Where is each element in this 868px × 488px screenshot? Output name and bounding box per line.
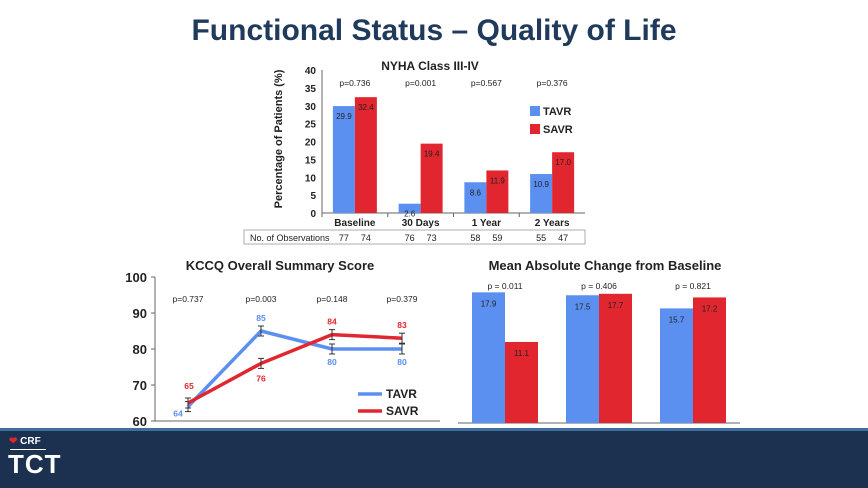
kccq-legend-tavr-label: TAVR <box>386 387 417 401</box>
crf-logo-text: CRF <box>20 436 41 447</box>
change-data-label: 17.5 <box>575 302 591 311</box>
change-bar-tavr <box>472 292 505 423</box>
nyha-data-label: 10.9 <box>533 180 549 189</box>
kccq-legend-savr-label: SAVR <box>386 404 419 418</box>
nyha-bar-savr <box>420 143 443 213</box>
nyha-legend-tavr-label: TAVR <box>543 106 571 118</box>
nyha-observations-label: No. of Observations <box>250 233 330 243</box>
nyha-y-tick-label: 40 <box>305 66 317 77</box>
nyha-observations-table <box>243 229 586 245</box>
nyha-data-label: 11.9 <box>490 176 506 185</box>
kccq-data-label: 76 <box>256 373 266 383</box>
nyha-observation-value: 47 <box>558 233 568 243</box>
nyha-chart-title: NYHA Class III-IV <box>381 59 479 73</box>
kccq-data-label: 80 <box>397 357 407 367</box>
footer-accent-line <box>0 428 868 431</box>
nyha-bar-tavr <box>332 106 355 213</box>
footer-bar <box>0 428 868 488</box>
nyha-y-tick-label: 10 <box>305 173 317 184</box>
nyha-p-value: p=0.376 <box>537 78 568 88</box>
nyha-legend-tavr-swatch <box>530 106 540 116</box>
change-p-value: p = 0.011 <box>487 281 522 291</box>
nyha-observation-value: 76 <box>405 233 415 243</box>
nyha-observation-value: 55 <box>536 233 546 243</box>
nyha-y-axis-label: Percentage of Patients (%) <box>273 69 285 208</box>
nyha-bar-savr <box>486 170 509 213</box>
kccq-data-label: 80 <box>327 357 337 367</box>
change-data-label: 17.2 <box>702 304 718 313</box>
nyha-legend-savr-swatch <box>530 124 540 134</box>
kccq-data-label: 64 <box>173 409 183 419</box>
nyha-x-tick-label: 30 Days <box>402 218 440 229</box>
slide-title: Functional Status – Quality of Life <box>191 14 677 47</box>
change-chart-title: Mean Absolute Change from Baseline <box>489 258 722 273</box>
kccq-data-label: 85 <box>256 313 266 323</box>
kccq-data-label: 84 <box>327 317 337 327</box>
nyha-x-tick-label: Baseline <box>334 218 376 229</box>
kccq-p-value: p=0.737 <box>173 294 204 304</box>
nyha-y-tick-label: 25 <box>305 120 317 131</box>
change-bar-savr <box>599 293 632 423</box>
change-bar-tavr <box>660 308 693 423</box>
nyha-observation-value: 73 <box>427 233 437 243</box>
kccq-p-value: p=0.148 <box>317 294 348 304</box>
change-p-value: p = 0.821 <box>675 281 711 291</box>
kccq-y-tick-label: 60 <box>133 414 147 429</box>
change-data-label: 17.9 <box>481 299 497 308</box>
nyha-bar-tavr <box>530 174 553 213</box>
nyha-p-value: p=0.001 <box>405 78 436 88</box>
nyha-data-label: 32.4 <box>358 103 374 112</box>
nyha-bar-savr <box>552 152 575 213</box>
heart-icon: ❤ <box>9 436 18 447</box>
nyha-y-tick-label: 30 <box>305 102 317 113</box>
nyha-y-tick-label: 15 <box>305 155 317 166</box>
nyha-y-tick-label: 20 <box>305 138 317 149</box>
nyha-y-tick-label: 5 <box>310 191 316 202</box>
kccq-chart-title: KCCQ Overall Summary Score <box>186 258 375 273</box>
tct-logo-text: TCT <box>8 449 62 479</box>
kccq-y-tick-label: 90 <box>133 306 147 321</box>
nyha-legend-savr-label: SAVR <box>543 124 573 136</box>
nyha-y-tick-label: 35 <box>305 84 317 95</box>
kccq-y-tick-label: 70 <box>133 378 147 393</box>
kccq-y-tick-label: 100 <box>125 270 147 285</box>
change-bar-savr <box>505 341 538 423</box>
kccq-data-label: 65 <box>184 381 194 391</box>
nyha-observation-value: 74 <box>361 233 371 243</box>
change-bar-savr <box>693 297 726 423</box>
nyha-data-label: 8.6 <box>470 188 482 197</box>
nyha-p-value: p=0.567 <box>471 78 502 88</box>
change-data-label: 11.1 <box>514 349 530 358</box>
change-bar-tavr <box>566 295 599 423</box>
nyha-data-label: 2.6 <box>404 210 416 219</box>
kccq-y-tick-label: 80 <box>133 342 147 357</box>
nyha-x-tick-label: 1 Year <box>472 218 501 229</box>
crf-logo: ❤ CRF <box>9 436 41 447</box>
nyha-observation-value: 58 <box>470 233 480 243</box>
nyha-data-label: 19.4 <box>424 150 440 159</box>
change-data-label: 15.7 <box>669 315 685 324</box>
nyha-bar-tavr <box>464 182 487 213</box>
nyha-bar-tavr <box>398 203 421 213</box>
kccq-line-savr <box>187 332 403 405</box>
nyha-data-label: 29.9 <box>336 112 352 121</box>
change-p-value: p = 0.406 <box>581 281 617 291</box>
kccq-line-tavr <box>186 329 402 408</box>
kccq-p-value: p=0.379 <box>387 294 418 304</box>
nyha-x-tick-label: 2 Years <box>535 218 570 229</box>
kccq-p-value: p=0.003 <box>246 294 277 304</box>
nyha-observation-value: 59 <box>492 233 502 243</box>
nyha-observation-value: 77 <box>339 233 349 243</box>
logo-divider <box>10 449 46 450</box>
nyha-p-value: p=0.736 <box>339 78 370 88</box>
change-data-label: 17.7 <box>608 301 624 310</box>
nyha-data-label: 17.0 <box>555 158 571 167</box>
nyha-bar-savr <box>354 97 377 213</box>
nyha-y-tick-label: 0 <box>310 209 316 220</box>
kccq-data-label: 83 <box>397 320 407 330</box>
